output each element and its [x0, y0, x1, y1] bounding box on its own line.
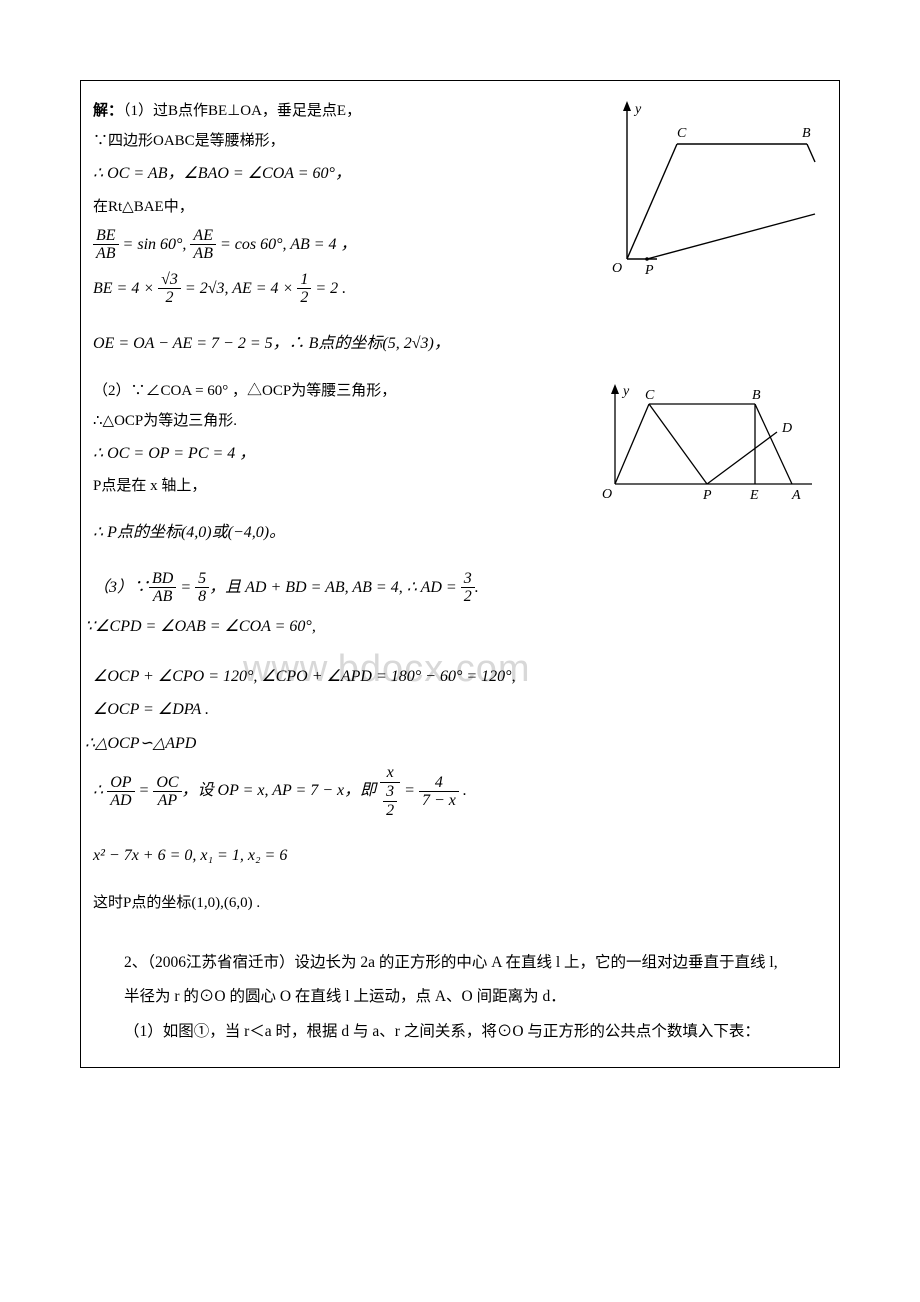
solution-block: y C B O P y	[93, 99, 827, 915]
frac-num: 3	[461, 570, 475, 589]
p2-l1: （2）∵∠COA = 60° ，△OCP为等腰三角形，	[93, 379, 827, 403]
frac-sqrt3-2: √3 2	[158, 271, 181, 307]
frac-den: AB	[93, 245, 119, 263]
frac-oc-ap: OC AP	[153, 774, 181, 810]
sol-header-text: （1）过B点作BE⊥OA，垂足是点E，	[123, 103, 361, 119]
sol-l2: ∴ OC = AB，∠BAO = ∠COA = 60°，	[93, 161, 827, 187]
frac-num: x	[380, 764, 400, 783]
frac-num: BD	[149, 570, 176, 589]
p3-l1: （3）∵ BD AB = 5 8 ，且 AD + BD = AB, AB = 4…	[93, 570, 827, 606]
p2-l5: ∴ P点的坐标(4,0)或(−4,0)。	[93, 520, 827, 546]
frac-x-3-2: x 3 2	[380, 764, 400, 819]
eq-be-end: = 2 .	[311, 280, 346, 297]
frac-4-7mx: 4 7 − x	[419, 774, 459, 810]
eq-be-mid: = 2√3, AE = 4 ×	[181, 280, 297, 297]
frac-den: AB	[149, 588, 176, 606]
frac-num: 3	[383, 783, 397, 802]
p3-l2: ∵∠CPD = ∠OAB = ∠COA = 60°,	[85, 614, 827, 640]
eq-be-pre: BE = 4 ×	[93, 280, 158, 297]
problem2-p1: 2、（2006江苏省宿迁市）设边长为 2a 的正方形的中心 A 在直线 l 上，…	[93, 951, 827, 976]
frac-den: 8	[195, 588, 209, 606]
frac-nested-den: 3 2	[380, 783, 400, 819]
p3-l4: ∠OCP = ∠DPA .	[93, 697, 827, 723]
sol-be-line: BE = 4 × √3 2 = 2√3, AE = 4 × 1 2 = 2 .	[93, 271, 827, 307]
p2-l2: ∴△OCP为等边三角形.	[93, 409, 827, 433]
p3-l3: ∠OCP + ∠CPO = 120°, ∠CPO + ∠APD = 180° −…	[93, 664, 827, 690]
frac-den: AP	[153, 792, 181, 810]
sol-label: 解：	[93, 103, 123, 119]
p3-l5: ∴△OCP∽△APD	[85, 731, 827, 757]
p3-l6-mid2: ，设 OP = x, AP = 7 − x，即	[182, 782, 381, 799]
p3-l6-pre: ∴	[93, 782, 107, 799]
p2-l3: ∴ OC = OP = PC = 4 ，	[93, 441, 827, 467]
frac-num: 1	[297, 271, 311, 290]
frac-be-ab: BE AB	[93, 227, 119, 263]
problem2-p3: （1）如图①，当 r＜a 时，根据 d 与 a、r 之间关系，将⊙O 与正方形的…	[93, 1020, 827, 1045]
frac-3-2: 3 2	[461, 570, 475, 606]
frac-num: √3	[158, 271, 181, 290]
p3-l1-end: .	[475, 579, 479, 596]
frac-den: AB	[190, 245, 216, 263]
sol-l1: ∵四边形OABC是等腰梯形，	[93, 129, 827, 153]
p2-l4: P点是在 x 轴上，	[93, 474, 827, 498]
frac-den: 2	[297, 289, 311, 307]
frac-den: AD	[107, 792, 134, 810]
p3-l1-post: ，且 AD + BD = AB, AB = 4, ∴ AD =	[209, 579, 461, 596]
frac-bd-ab: BD AB	[149, 570, 176, 606]
p3-l6: ∴ OP AD = OC AP ，设 OP = x, AP = 7 − x，即 …	[93, 764, 827, 819]
frac-ae-ab: AE AB	[190, 227, 216, 263]
problem2-p2: 半径为 r 的⊙O 的圆心 O 在直线 l 上运动，点 A、O 间距离为 d．	[93, 985, 827, 1010]
sol-frac-line1: BE AB = sin 60°, AE AB = cos 60°, AB = 4…	[93, 227, 827, 263]
frac-op-ad: OP AD	[107, 774, 134, 810]
frac-num: OC	[153, 774, 181, 793]
eq-cos: = cos 60°, AB = 4 ，	[216, 235, 357, 252]
content-box: y C B O P y	[80, 80, 840, 1068]
frac-1-2: 1 2	[297, 271, 311, 307]
p3-l8: 这时P点的坐标(1,0),(6,0) .	[93, 891, 827, 915]
frac-den: 2	[383, 802, 397, 820]
frac-num: 4	[419, 774, 459, 793]
p3-l7: x² − 7x + 6 = 0, x₁ = 1, x₂ = 6	[93, 843, 827, 869]
sol-header: 解：（1）过B点作BE⊥OA，垂足是点E，	[93, 99, 827, 123]
p3-l1-mid: =	[176, 579, 195, 596]
p3-l6-end: .	[459, 782, 467, 799]
frac-num: BE	[93, 227, 119, 246]
frac-den: 2	[461, 588, 475, 606]
sol-oe: OE = OA − AE = 7 − 2 = 5，∴ B点的坐标(5, 2√3)…	[93, 331, 827, 357]
frac-5-8: 5 8	[195, 570, 209, 606]
frac-den: 7 − x	[419, 792, 459, 810]
frac-inner-3-2: 3 2	[383, 783, 397, 819]
frac-den: 2	[158, 289, 181, 307]
p3-l1-pre: （3）∵	[93, 579, 149, 596]
frac-num: AE	[190, 227, 216, 246]
eq-sin: = sin 60°,	[119, 235, 191, 252]
p3-l6-mid1: =	[135, 782, 154, 799]
frac-num: 5	[195, 570, 209, 589]
sol-l3: 在Rt△BAE中，	[93, 195, 827, 219]
p3-l6-mid3: =	[400, 782, 419, 799]
frac-num: OP	[107, 774, 134, 793]
